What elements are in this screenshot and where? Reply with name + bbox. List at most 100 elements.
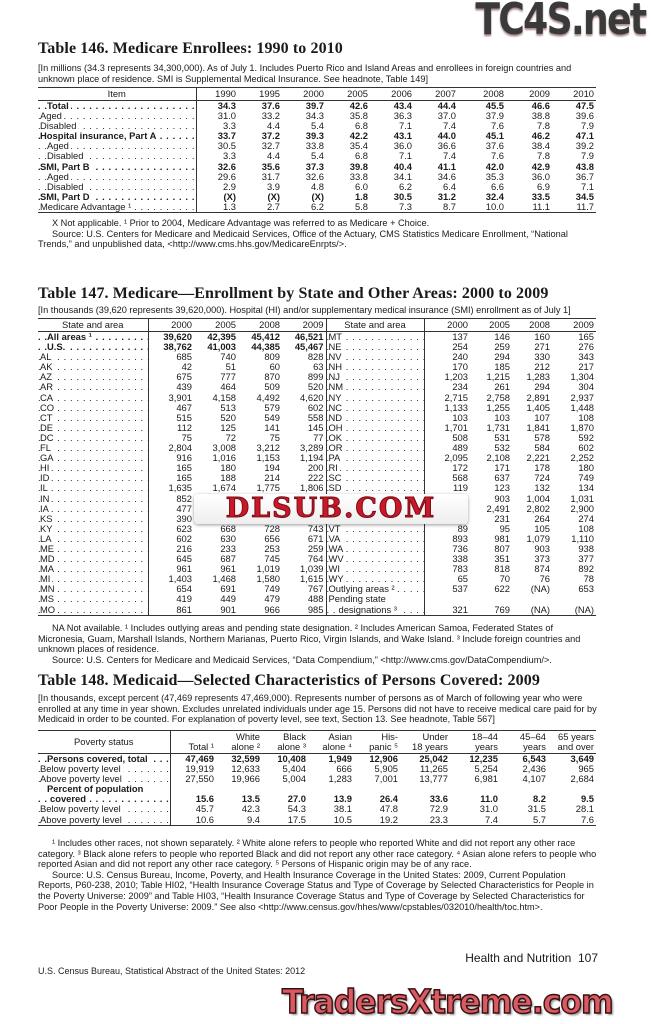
cell-value: 240 xyxy=(452,351,468,363)
row-label-text: covered xyxy=(50,794,88,805)
row-label-text: NV xyxy=(328,352,344,363)
row-label-text: OR xyxy=(328,443,345,454)
row-label: Above poverty level xyxy=(38,774,171,785)
cell-value: 105 xyxy=(534,522,550,534)
cell-value: 29.6 xyxy=(217,170,236,182)
cell-value: 1,153 xyxy=(256,452,280,464)
row-label: MI xyxy=(38,574,149,585)
column-header: 65 years and over xyxy=(548,730,596,754)
cell-value: 44.4 xyxy=(437,100,456,111)
table-row: ID165188214222SC568637724749 xyxy=(38,472,596,484)
row-label: Total xyxy=(38,100,197,112)
row-label: MD xyxy=(38,554,149,565)
cell-value: 294 xyxy=(534,381,550,393)
column-header: State and area xyxy=(38,318,149,332)
cell-value: 11.7 xyxy=(576,200,594,212)
row-label-text: Below poverty level xyxy=(40,764,123,775)
cell-value: 7.8 xyxy=(536,120,550,132)
cell-value: 3,649 xyxy=(570,753,594,764)
row-label: HI xyxy=(38,463,149,474)
row-label: SC xyxy=(326,473,425,484)
table-row: Hospital insurance, Part A 33.7 37.2 39.3 42… xyxy=(38,131,596,142)
cell-value: 1,203 xyxy=(444,371,468,383)
table-row: Disabled 3.3 4.4 5.4 6.8 7.1 7.4 7.6 7.8 7.9 xyxy=(38,120,596,132)
cell-value: 1,775 xyxy=(256,482,280,494)
table-147-headnote: [In thousands (39,620 represents 39,620,… xyxy=(38,305,571,315)
column-header: 2000 xyxy=(282,87,326,101)
cell-value: 172 xyxy=(452,462,468,474)
cell-value: 33.8 xyxy=(349,170,368,182)
header-row: Poverty status Total ¹ White alone ² Black … xyxy=(38,730,596,754)
cell-value: 75 xyxy=(181,431,192,443)
cell-value: 103 xyxy=(494,411,510,423)
cell-value: DLSUB.COM xyxy=(194,493,468,524)
row-label: Above poverty level xyxy=(38,814,171,826)
footnote: Source: U.S. Centers for Medicare and Me… xyxy=(52,654,552,665)
cell-value: 107 xyxy=(534,411,550,423)
cell-value: 4,492 xyxy=(256,391,280,403)
cell-value: 4,158 xyxy=(212,391,236,403)
cell-value: 2,684 xyxy=(570,773,594,785)
cell-value: 33.5 xyxy=(531,190,550,202)
cell-value: 377 xyxy=(578,553,594,565)
footnote: Source: U.S. Census Bureau, Income, Pove… xyxy=(38,869,594,912)
row-label: CT xyxy=(38,412,149,423)
cell-value: 28.1 xyxy=(575,803,594,815)
cell-value: 668 xyxy=(220,522,236,534)
cell-value: 33.2 xyxy=(261,110,280,122)
row-label-text: Aged xyxy=(47,171,71,182)
cell-value: 60 xyxy=(269,361,280,373)
row-label: IL xyxy=(38,483,149,494)
cell-value: 45.5 xyxy=(485,100,504,111)
table-row: Below poverty level 19,919 12,633 5,404 666 5… xyxy=(38,763,596,775)
cell-value: 4.4 xyxy=(266,150,280,162)
table-row: HI165180194200RI172171178180 xyxy=(38,462,596,474)
cell-value: 141 xyxy=(264,421,280,433)
cell-value: 89 xyxy=(457,522,468,534)
row-label-text: Above poverty level xyxy=(40,774,124,785)
row-label-text: ND xyxy=(328,412,345,423)
cell-value: 10.0 xyxy=(485,200,504,212)
cell-value: 654 xyxy=(176,583,192,595)
cell-value: 985 xyxy=(282,604,327,616)
row-label-text: Disabled xyxy=(47,151,86,162)
cell-value: 489 xyxy=(452,442,468,454)
cell-value: 852 xyxy=(176,492,192,504)
cell-value: 33.6 xyxy=(429,793,448,805)
row-label: RI xyxy=(326,463,425,474)
cell-value: 264 xyxy=(534,512,550,524)
table-row: Percent of population xyxy=(38,784,596,795)
cell-value: 2,436 xyxy=(522,763,546,775)
cell-value: 34.5 xyxy=(575,190,594,202)
cell-value: 1,806 xyxy=(282,483,327,494)
row-label-text: CA xyxy=(40,392,56,403)
cell-value: 449 xyxy=(220,593,236,605)
row-label-text: SD xyxy=(328,483,344,494)
cell-value: 7.1 xyxy=(398,150,412,162)
cell-value: 12,906 xyxy=(369,753,398,764)
cell-value: 188 xyxy=(220,472,236,484)
row-label: U.S. xyxy=(38,342,149,353)
table-row: Above poverty level 10.6 9.4 17.5 10.5 19.2 23… xyxy=(38,814,596,826)
column-header: 2007 xyxy=(414,87,458,101)
cell-value: 276 xyxy=(578,341,594,353)
cell-value: 31.2 xyxy=(437,190,456,202)
row-label-text: ID xyxy=(40,473,52,484)
row-label-text: WA xyxy=(328,543,346,554)
header-row: State and area 2000 2005 2008 2009 State and … xyxy=(38,318,596,332)
cell-value: 46.6 xyxy=(531,100,550,111)
row-label: NM xyxy=(326,382,425,393)
cell-value: 34.3 xyxy=(305,110,324,122)
row-label-text: Aged xyxy=(40,111,64,122)
row-label: VT xyxy=(326,523,425,534)
row-label: SD xyxy=(326,483,425,494)
cell-value: 35.4 xyxy=(349,140,368,152)
cell-value: 7.4 xyxy=(442,150,456,162)
footnote: X Not applicable. ¹ Prior to 2004, Medic… xyxy=(52,218,430,228)
table-row: Above poverty level 27,550 19,966 5,004 1,28… xyxy=(38,773,596,785)
cell-value: 271 xyxy=(534,341,550,353)
table-148-notes: ¹ Includes other races, not shown separa… xyxy=(38,838,598,912)
